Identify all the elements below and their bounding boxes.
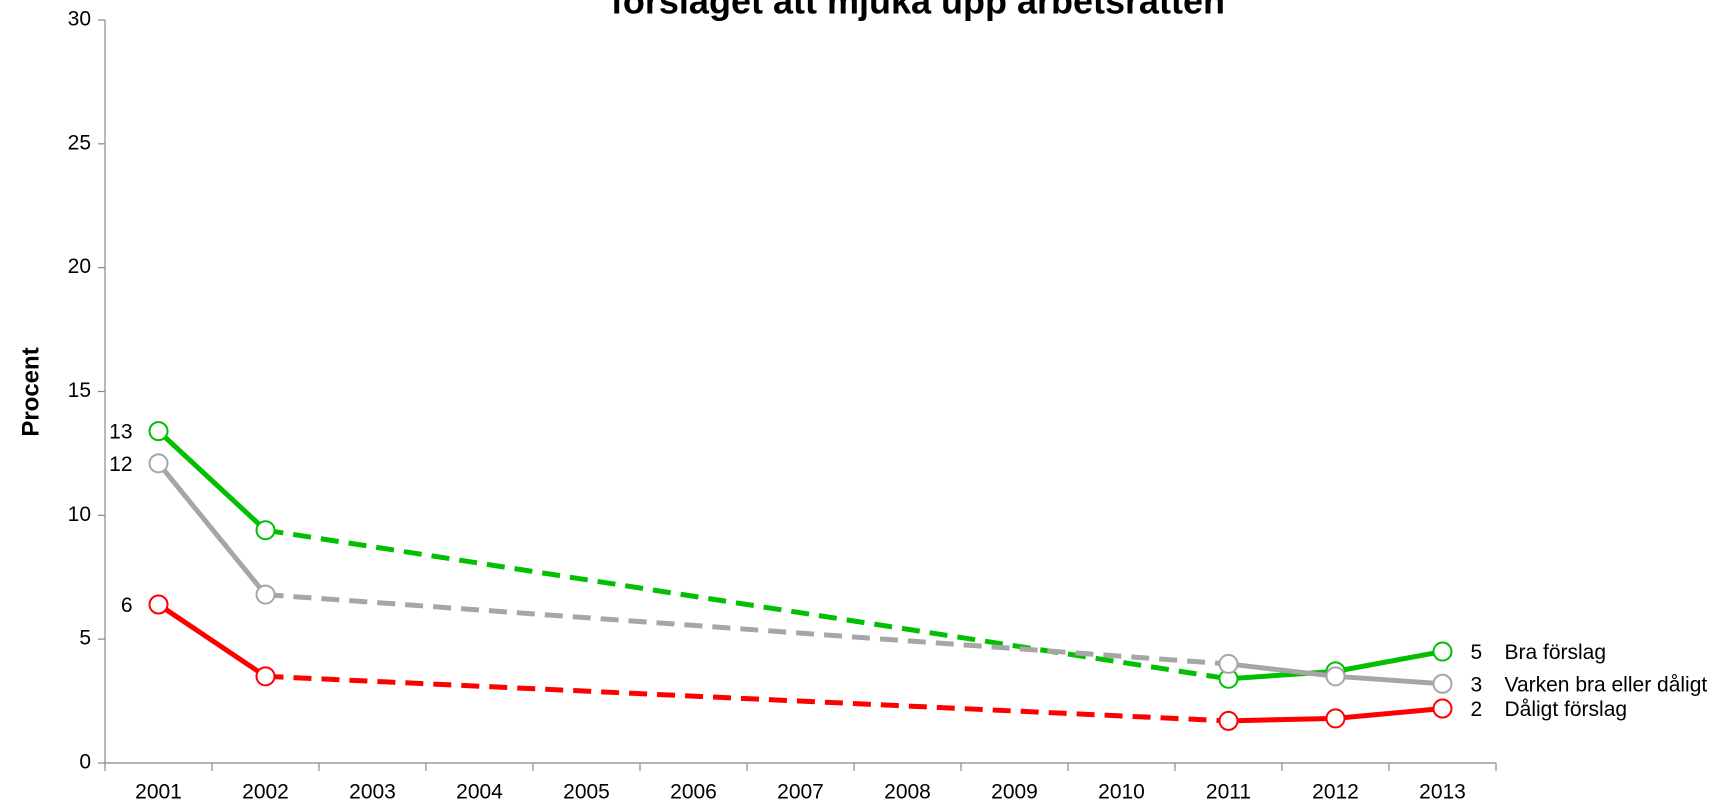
marker <box>148 421 169 442</box>
series-line <box>157 602 267 679</box>
x-tick-label: 2005 <box>563 781 610 804</box>
marker <box>148 453 169 474</box>
data-label: 6 <box>121 594 133 617</box>
marker <box>1325 708 1346 729</box>
x-tick-label: 2003 <box>349 781 396 804</box>
marker <box>1432 641 1453 662</box>
y-axis-label: Procent <box>17 347 44 436</box>
data-label: 12 <box>109 453 132 476</box>
marker <box>1218 710 1239 731</box>
y-tick-label: 5 <box>79 627 91 650</box>
legend-label: Varken bra eller dåligt <box>1505 673 1708 696</box>
data-label: 5 <box>1471 641 1483 664</box>
legend-label: Bra förslag <box>1505 641 1607 664</box>
x-tick-label: 2008 <box>884 781 931 804</box>
x-tick-label: 2013 <box>1419 781 1466 804</box>
marker <box>255 520 276 541</box>
x-tick-label: 2010 <box>1098 781 1145 804</box>
legend-label: Dåligt förslag <box>1505 698 1628 721</box>
x-tick-label: 2004 <box>456 781 503 804</box>
x-tick-label: 2011 <box>1206 781 1251 804</box>
y-tick-label: 25 <box>68 131 91 154</box>
marker <box>1325 666 1346 687</box>
y-tick-label: 0 <box>79 751 91 774</box>
data-label: 13 <box>109 421 132 444</box>
marker <box>1432 673 1453 694</box>
marker <box>148 594 169 615</box>
marker <box>255 666 276 687</box>
x-tick-label: 2009 <box>991 781 1038 804</box>
x-tick-label: 2006 <box>670 781 717 804</box>
x-tick-label: 2002 <box>242 781 289 804</box>
marker <box>1218 653 1239 674</box>
marker <box>1432 698 1453 719</box>
series-gap-line <box>265 592 1229 667</box>
y-tick-label: 10 <box>68 503 91 526</box>
marker <box>255 584 276 605</box>
series-line <box>156 429 268 533</box>
x-tick-label: 2001 <box>135 781 182 804</box>
x-tick-label: 2012 <box>1312 781 1359 804</box>
series-line <box>156 461 268 597</box>
y-tick-label: 15 <box>68 379 91 402</box>
chart-title: förslaget att mjuka upp arbetsrätten <box>611 0 1225 22</box>
series-gap-line <box>265 527 1229 682</box>
data-label: 3 <box>1471 673 1483 696</box>
y-tick-label: 20 <box>68 255 91 278</box>
series-gap-line <box>265 673 1229 724</box>
y-tick-label: 30 <box>68 8 91 31</box>
data-label: 2 <box>1471 698 1483 721</box>
x-tick-label: 2007 <box>777 781 824 804</box>
